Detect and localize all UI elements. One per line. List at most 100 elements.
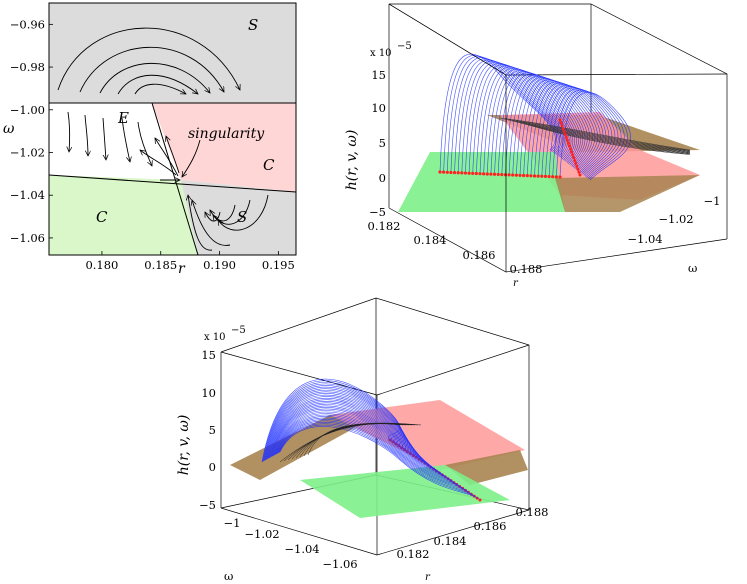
ztick-label-top: 0 [379, 171, 386, 185]
trajectory-marker [575, 164, 579, 168]
trajectory-marker [522, 173, 526, 178]
trajectory-line [279, 424, 478, 499]
trajectory-marker [485, 172, 489, 176]
region-label-E: E [117, 109, 129, 127]
trajectory-marker [536, 174, 540, 178]
trajectory-line [468, 63, 568, 174]
black-trajectory [511, 120, 691, 152]
region-label-S-bottom: S [237, 208, 247, 226]
black-trajectory [499, 117, 691, 151]
surface-panel-top: x 10 −5 h(r, v, ω) r ω 151050−50.1820.18… [344, 3, 728, 289]
trajectory-marker [518, 173, 522, 177]
ztick-label-bottom: 15 [201, 348, 216, 362]
trajectory-marker [570, 150, 574, 154]
trajectory-line [275, 414, 457, 485]
phase-ytick-label: −0.96 [10, 17, 45, 31]
phase-ytick-label: −0.98 [10, 60, 45, 74]
trajectory-line [490, 70, 579, 175]
black-trajectory [507, 119, 691, 152]
trajectory-line [275, 416, 460, 487]
ztick-label-bottom: 10 [201, 386, 216, 400]
rlabel-top: r [513, 278, 519, 289]
trajectory-line [279, 426, 481, 501]
trajectory-line [545, 87, 619, 177]
region-label-C-left: C [96, 208, 108, 226]
trajectory-marker [561, 127, 565, 131]
trajectory-marker [449, 170, 453, 175]
trajectory-line [541, 86, 616, 177]
wtick-label-bottom: −1.06 [322, 557, 357, 571]
phase-xlabel: r [178, 261, 186, 277]
trajectory-marker [496, 172, 500, 177]
region-S-top [49, 3, 296, 103]
ztick-label-top: −5 [369, 205, 386, 219]
rtick-label-top: 0.182 [368, 219, 401, 233]
ztick-label-bottom: −5 [199, 498, 216, 512]
trajectory-marker [507, 173, 511, 177]
trajectory-line [559, 92, 632, 181]
scale-note-top: x 10 [370, 48, 392, 59]
trajectory-marker [482, 172, 486, 176]
wtick-label-top: −1 [704, 194, 721, 208]
rtick-label-bottom: 0.188 [516, 505, 549, 519]
ztick-label-top: 15 [371, 68, 386, 82]
trajectory-marker [452, 171, 457, 175]
trajectory-marker [551, 175, 555, 179]
trajectory-line [486, 68, 577, 174]
trajectory-marker [442, 170, 446, 174]
ztick-label-top: 10 [371, 101, 386, 115]
rtick-label-top: 0.186 [463, 248, 496, 262]
zlabel-top: h(r, v, ω) [344, 130, 360, 191]
trajectory-marker [563, 132, 567, 136]
trajectory-marker [460, 171, 464, 175]
rtick-label-top: 0.184 [414, 233, 447, 247]
trajectory-marker [569, 147, 573, 151]
phase-xtick-label: 0.185 [144, 258, 177, 272]
rtick-label-top: 0.188 [510, 262, 543, 276]
trajectory-marker [511, 173, 515, 177]
region-label-C-right: C [263, 156, 275, 174]
trajectory-line [537, 85, 613, 177]
trajectory-marker [540, 174, 544, 178]
rtick-label-bottom: 0.184 [434, 534, 467, 548]
trajectory-marker [438, 170, 442, 174]
trajectory-line [476, 65, 572, 174]
trajectory-marker [559, 121, 563, 125]
phase-ticks: 0.180 0.185 0.190 0.195 −0.96 −0.98 −1.00 −1.02… [10, 17, 295, 272]
trajectory-line [277, 420, 469, 493]
phase-plane-panel: S E C C S singularity r ω 0.180 0.185 0.19… [3, 2, 297, 277]
plane-brown-bottom-left [230, 415, 360, 480]
trajectory-line [483, 67, 575, 174]
scale-exp-top: −5 [397, 41, 412, 52]
scale-note-bottom: x 10 [204, 332, 226, 343]
trajectory-marker [532, 174, 537, 178]
wlabel-top: ω [688, 261, 697, 275]
trajectory-line [479, 66, 574, 174]
trajectory-marker [525, 174, 529, 178]
scale-exp-bottom: −5 [231, 325, 246, 336]
phase-ytick-label: −1.02 [10, 145, 45, 159]
black-trajectory [515, 121, 691, 153]
trajectory-marker [554, 175, 558, 179]
trajectory-line [548, 88, 622, 178]
trajectory-marker [445, 170, 449, 174]
trajectory-marker [574, 161, 578, 165]
trajectory-line [505, 74, 588, 175]
trajectory-marker [562, 130, 566, 134]
phase-xtick-label: 0.190 [203, 258, 236, 272]
trajectory-marker [564, 135, 568, 139]
flow-arrows-E [68, 111, 152, 166]
trajectory-line [519, 79, 598, 176]
trajectory-line [276, 419, 466, 491]
ticks-top: 15 10 5 0 −50.182 0.184 0.186 0.188 −1 −1.02 −1.04 [368, 68, 721, 276]
trajectory-marker [543, 174, 548, 178]
trajectory-marker [565, 138, 569, 142]
phase-ylabel: ω [3, 121, 15, 137]
wtick-label-bottom: −1.04 [284, 542, 319, 556]
black-trajectory [307, 422, 422, 456]
trajectory-marker [558, 175, 562, 179]
trajectory-line [276, 417, 463, 489]
ticks-bottom: 15 10 5 0 −5 −1−1.02 −1.04−1.06 0.182 0.184 0.186… [199, 348, 548, 571]
trajectory-line [494, 71, 581, 175]
ztick-label-top: 5 [379, 136, 386, 150]
